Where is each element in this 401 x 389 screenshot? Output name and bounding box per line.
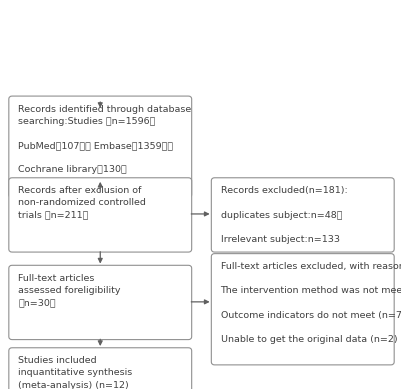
FancyBboxPatch shape <box>211 254 394 365</box>
FancyBboxPatch shape <box>9 178 192 252</box>
FancyBboxPatch shape <box>211 178 394 252</box>
Text: Records identified through database
searching:Studies （n=1596）

PubMed（107）； Emb: Records identified through database sear… <box>18 105 191 174</box>
FancyBboxPatch shape <box>9 348 192 389</box>
Text: Full-text articles
assessed foreligibility
（n=30）: Full-text articles assessed foreligibili… <box>18 274 121 307</box>
Text: Full-text articles excluded, with reasons(n=18):

The intervention method was no: Full-text articles excluded, with reason… <box>221 262 401 344</box>
Text: Studies included
inquantitative synthesis
(meta-analysis) (n=12): Studies included inquantitative synthesi… <box>18 356 132 389</box>
Text: Records excluded(n=181):

duplicates subject:n=48；

Irrelevant subject:n=133: Records excluded(n=181): duplicates subj… <box>221 186 347 244</box>
FancyBboxPatch shape <box>9 265 192 340</box>
FancyBboxPatch shape <box>9 96 192 198</box>
Text: Records after exclusion of
non-randomized controlled
trials （n=211）: Records after exclusion of non-randomize… <box>18 186 146 220</box>
